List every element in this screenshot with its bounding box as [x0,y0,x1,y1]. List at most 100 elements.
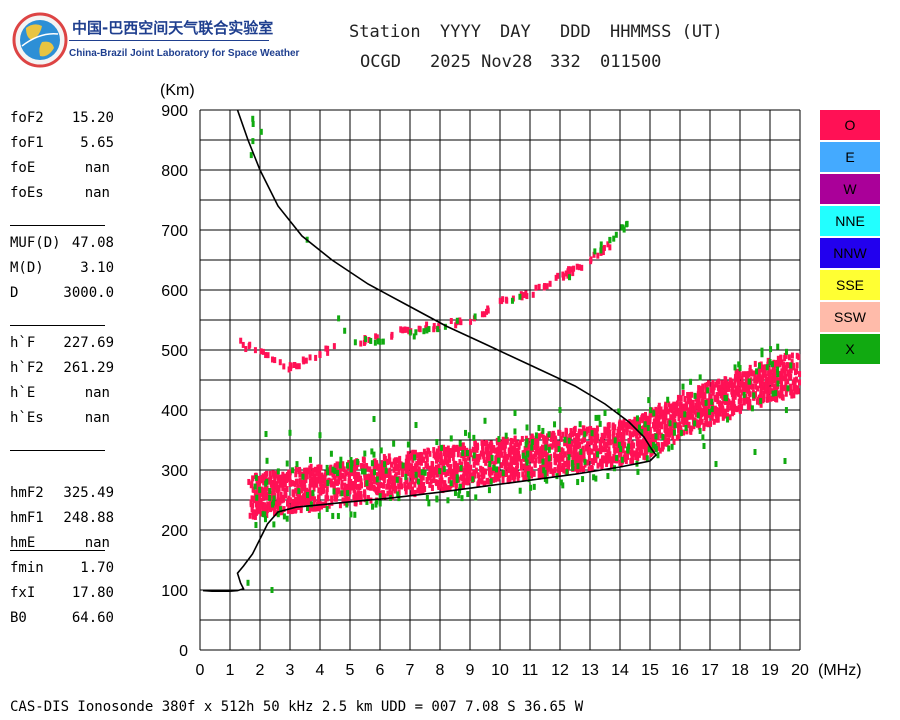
o-echo [780,391,784,398]
o-echo [730,388,734,395]
o-echo [619,456,623,463]
o-echo [276,493,280,500]
o-echo [277,485,281,492]
o-echo [788,368,792,375]
o-echo [481,466,485,473]
x-echo [363,468,367,475]
o-echo [398,461,402,468]
o-echo [545,439,549,446]
o-echo [787,369,791,376]
o-echo [478,453,482,460]
o-echo [257,492,261,499]
o-echo [627,423,631,430]
o-echo [428,472,432,479]
o-echo [642,443,646,450]
o-echo [746,396,750,403]
o-echo [501,444,505,451]
o-echo [335,461,339,468]
o-echo [508,475,512,482]
o-echo [772,389,776,396]
o-echo [506,478,510,485]
x-echo-multihop [373,339,377,346]
o-echo [355,473,359,480]
o-echo [702,400,706,407]
o-echo [539,471,543,478]
x-echo [578,421,582,428]
o-echo [599,437,603,444]
o-echo [779,378,783,385]
o-echo [746,398,750,405]
x-echo [272,521,276,528]
x-echo [635,415,639,422]
o-echo [655,409,659,416]
o-echo [723,412,727,419]
o-echo [489,450,493,457]
o-echo [589,464,593,471]
o-echo [701,383,705,390]
o-echo [722,397,726,404]
o-echo [545,437,549,444]
o-echo [511,445,515,452]
x-echo-multihop [599,241,603,248]
x-echo [647,446,651,453]
o-echo [454,483,458,490]
o-echo [446,461,450,468]
o-echo [601,446,605,453]
o-echo [476,459,480,466]
o-echo [269,503,273,510]
x-echo [606,473,610,480]
o-echo [271,470,275,477]
o-echo [674,404,678,411]
legend-item-w: W [820,174,880,204]
o-echo [681,409,685,416]
o-echo [569,432,573,439]
x-echo [759,397,763,404]
x-echo [776,371,780,378]
o-echo [703,399,707,406]
o-echo [364,477,368,484]
o-echo [792,392,796,399]
o-echo [645,434,649,441]
o-echo [635,448,639,455]
o-echo [454,481,458,488]
o-echo [396,464,400,471]
o-echo [334,490,338,497]
o-echo [669,414,673,421]
o-echo [347,471,351,478]
o-echo [351,480,355,487]
o-echo [787,354,791,361]
o-echo [333,492,337,499]
header-label-time: HHMMSS (UT) [610,22,723,42]
o-echo [439,472,443,479]
o-echo [598,440,602,447]
o-echo [794,376,798,383]
o-echo [383,473,387,480]
o-echo [630,440,634,447]
o-echo [558,429,562,436]
o-echo [564,430,568,437]
o-echo [450,469,454,476]
o-echo [454,476,458,483]
o-echo [660,409,664,416]
o-echo [679,395,683,402]
o-echo [702,410,706,417]
x-echo [626,447,630,454]
o-echo [616,438,620,445]
o-echo [432,477,436,484]
o-echo [687,396,691,403]
x-echo [668,420,672,427]
o-echo [533,444,537,451]
o-echo [391,475,395,482]
o-echo [603,432,607,439]
o-echo [585,426,589,433]
o-echo [729,404,733,411]
o-echo [487,469,491,476]
o-echo [771,394,775,401]
o-echo [375,479,379,486]
o-echo [399,461,403,468]
o-echo [482,457,486,464]
o-echo [757,394,761,401]
o-echo [324,500,328,507]
x-echo [596,451,600,458]
x-echo [285,515,289,522]
